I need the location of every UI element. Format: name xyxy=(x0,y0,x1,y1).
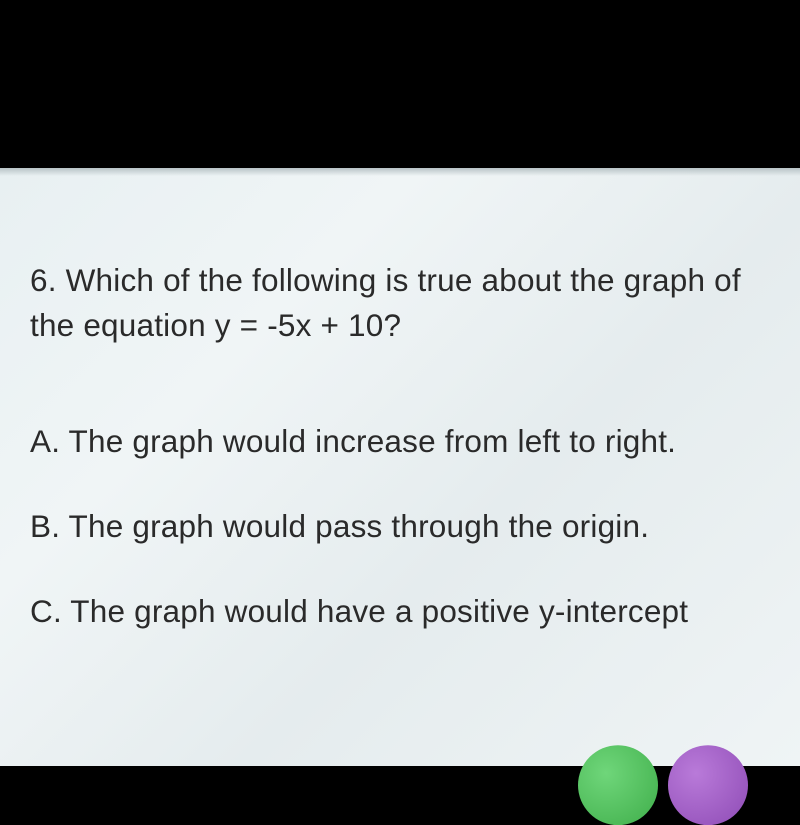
option-a: A. The graph would increase from left to… xyxy=(30,419,782,464)
worksheet-panel: 6. Which of the following is true about … xyxy=(0,168,800,766)
purple-circle-icon xyxy=(668,745,748,825)
option-c: C. The graph would have a positive y-int… xyxy=(30,589,782,634)
question-text: 6. Which of the following is true about … xyxy=(30,258,782,347)
option-b: B. The graph would pass through the orig… xyxy=(30,504,782,549)
green-circle-icon xyxy=(578,745,658,825)
decorative-circles xyxy=(578,745,748,825)
